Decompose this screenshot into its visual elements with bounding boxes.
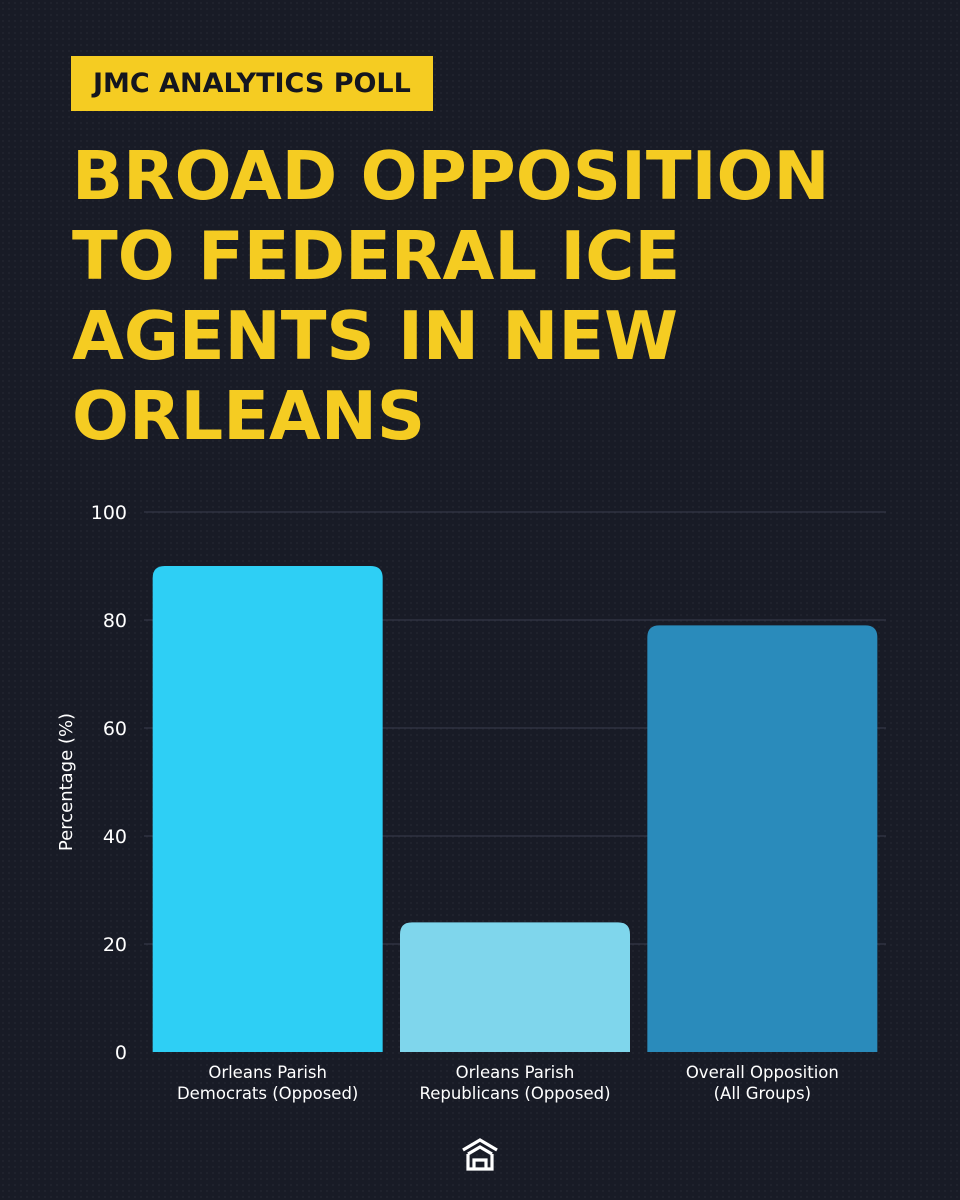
headline-line-1: BROAD OPPOSITION <box>72 137 830 215</box>
headline-line-2: TO FEDERAL ICE <box>72 217 681 295</box>
bar-3 <box>647 625 878 1052</box>
y-tick-label: 0 <box>115 1042 127 1064</box>
headline-line-4: ORLEANS <box>72 377 426 455</box>
house-icon <box>462 1138 498 1171</box>
y-tick-label: 80 <box>103 610 127 632</box>
y-axis-label: Percentage (%) <box>56 713 77 851</box>
x-category-label: Republicans (Opposed) <box>419 1084 610 1103</box>
headline: BROAD OPPOSITION TO FEDERAL ICE AGENTS I… <box>72 136 932 456</box>
bar-2 <box>400 922 630 1052</box>
bars <box>152 566 878 1052</box>
bar-1 <box>152 566 383 1052</box>
headline-line-3: AGENTS IN NEW <box>72 297 679 375</box>
y-axis-ticks: 0 20 40 60 80 100 <box>91 502 127 1064</box>
x-axis-labels: Orleans Parish Democrats (Opposed) Orleans… <box>177 1063 839 1103</box>
x-category-label: (All Groups) <box>714 1084 811 1103</box>
y-tick-label: 60 <box>103 718 127 740</box>
x-category-label: Democrats (Opposed) <box>177 1084 358 1103</box>
x-category-label: Orleans Parish <box>456 1063 575 1082</box>
y-tick-label: 40 <box>103 826 127 848</box>
y-tick-label: 100 <box>91 502 127 524</box>
x-category-label: Overall Opposition <box>686 1063 839 1082</box>
x-category-label: Orleans Parish <box>208 1063 327 1082</box>
y-tick-label: 20 <box>103 934 127 956</box>
poll-source-badge: JMC ANALYTICS POLL <box>71 56 433 111</box>
